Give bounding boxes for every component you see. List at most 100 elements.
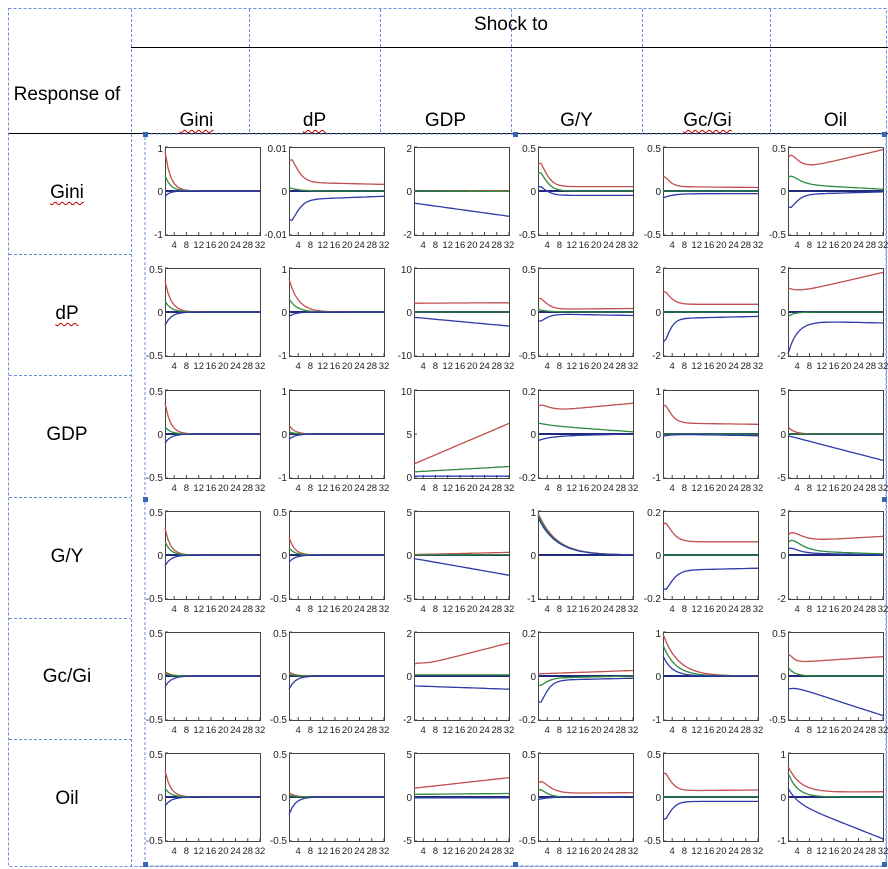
x-tick-label: 28 (366, 846, 377, 857)
x-tick-label: 12 (691, 240, 702, 251)
x-tick-label: 24 (603, 725, 614, 736)
x-tick-label: 12 (317, 846, 328, 857)
y-tick-label: -2 (777, 594, 786, 605)
y-tick-label: 0 (157, 308, 163, 319)
y-tick-label: 0 (655, 551, 661, 562)
x-tick-label: 16 (330, 725, 341, 736)
x-tick-label: 12 (816, 604, 827, 615)
irf-panel-dp-to-gini: 0.5 0 -0.5 4 8 12 16 20 24 28 32 (146, 265, 266, 372)
y-tick-label: 0.01 (268, 144, 288, 155)
x-tick-label: 16 (579, 604, 590, 615)
y-tick-label: 1 (655, 387, 661, 398)
x-tick-label: 32 (753, 361, 764, 372)
y-tick-label: -0.5 (146, 836, 164, 847)
x-tick-label: 24 (728, 361, 739, 372)
x-tick-label: 12 (317, 604, 328, 615)
row-header-gdp: GDP (46, 424, 88, 445)
x-tick-label: 4 (795, 725, 800, 736)
x-tick-label: 20 (591, 240, 602, 251)
x-tick-label: 4 (172, 846, 177, 857)
selection-handle (882, 862, 887, 867)
x-tick-label: 28 (366, 725, 377, 736)
x-tick-label: 24 (354, 361, 365, 372)
x-tick-label: 16 (455, 240, 466, 251)
x-tick-label: 24 (230, 361, 241, 372)
y-tick-label: 0.5 (149, 508, 163, 519)
y-tick-label: 0 (157, 672, 163, 683)
x-tick-label: 16 (829, 483, 840, 494)
x-tick-label: 28 (865, 483, 876, 494)
x-tick-label: 8 (308, 483, 313, 494)
x-tick-label: 4 (296, 361, 301, 372)
lower-band-line (537, 517, 634, 556)
lower-band-line (537, 677, 634, 703)
x-tick-label: 24 (728, 604, 739, 615)
upper-band-line (538, 297, 633, 310)
x-tick-label: 32 (753, 604, 764, 615)
y-tick-label: 0 (157, 430, 163, 441)
y-tick-label: 0.5 (149, 750, 163, 761)
x-tick-label: 20 (218, 846, 229, 857)
y-tick-label: 0 (157, 551, 163, 562)
x-tick-label: 20 (716, 604, 727, 615)
x-tick-label: 8 (433, 846, 438, 857)
x-tick-label: 32 (878, 240, 888, 251)
row-header-oil: Oil (55, 788, 79, 809)
x-tick-label: 20 (841, 725, 852, 736)
irf-panel-gini-to-gcgi: 0.5 0 -0.5 4 8 12 16 20 24 28 32 (644, 144, 764, 251)
y-tick-label: 1 (655, 629, 661, 640)
response-line (787, 772, 883, 798)
y-tick-label: 5 (406, 750, 412, 761)
x-tick-label: 12 (317, 483, 328, 494)
x-tick-label: 32 (504, 725, 515, 736)
x-tick-label: 24 (853, 846, 864, 857)
x-tick-label: 8 (433, 361, 438, 372)
lower-band-line (164, 675, 260, 687)
y-tick-label: 0.5 (522, 144, 536, 155)
x-tick-label: 24 (354, 240, 365, 251)
irf-panel-dp-to-gdp: 10 0 -10 4 8 12 16 20 24 28 32 (398, 265, 515, 372)
y-tick-label: 0 (530, 187, 536, 198)
y-tick-label: 1 (780, 750, 786, 761)
x-tick-label: 4 (795, 846, 800, 857)
x-tick-label: 4 (421, 846, 426, 857)
x-tick-label: 12 (193, 483, 204, 494)
x-tick-label: 12 (193, 604, 204, 615)
x-tick-label: 8 (557, 604, 562, 615)
x-tick-label: 16 (455, 846, 466, 857)
irf-panel-oil-to-gini: 0.5 0 -0.5 4 8 12 16 20 24 28 32 (146, 750, 266, 857)
x-tick-label: 20 (218, 361, 229, 372)
x-tick-label: 8 (557, 483, 562, 494)
upper-band-line (537, 669, 634, 675)
x-tick-label: 4 (545, 361, 550, 372)
y-tick-label: 0 (406, 672, 412, 683)
upper-band-line (288, 159, 385, 186)
x-tick-label: 4 (172, 604, 177, 615)
x-tick-label: 8 (682, 483, 687, 494)
x-tick-label: 12 (566, 725, 577, 736)
y-tick-label: 0 (530, 430, 536, 441)
column-header-gcgi: Gc/Gi (683, 110, 732, 131)
x-tick-label: 12 (566, 240, 577, 251)
x-tick-label: 16 (455, 483, 466, 494)
x-tick-label: 8 (807, 240, 812, 251)
x-tick-label: 28 (740, 483, 751, 494)
irf-panel-gini-to-dp: 0.01 0 -0.01 4 8 12 16 20 24 28 32 (264, 144, 389, 251)
irf-panel-gy-to-gini: 0.5 0 -0.5 4 8 12 16 20 24 28 32 (146, 508, 266, 615)
irf-panel-oil-to-dp: 0.5 0 -0.5 4 8 12 16 20 24 28 32 (270, 750, 390, 857)
x-tick-label: 4 (421, 604, 426, 615)
x-tick-label: 4 (172, 240, 177, 251)
x-tick-label: 8 (807, 361, 812, 372)
upper-band-line (787, 271, 884, 291)
x-tick-label: 8 (433, 604, 438, 615)
column-header-dp: dP (302, 110, 327, 131)
upper-band-line (787, 148, 884, 166)
irf-panel-gdp-to-dp: 1 0 -1 4 8 12 16 20 24 28 32 (278, 387, 389, 494)
x-tick-label: 24 (728, 240, 739, 251)
x-tick-label: 20 (841, 361, 852, 372)
x-tick-label: 12 (816, 240, 827, 251)
x-tick-label: 28 (242, 725, 253, 736)
x-tick-label: 8 (184, 725, 189, 736)
y-tick-label: -0.2 (644, 594, 662, 605)
x-tick-label: 28 (740, 240, 751, 251)
